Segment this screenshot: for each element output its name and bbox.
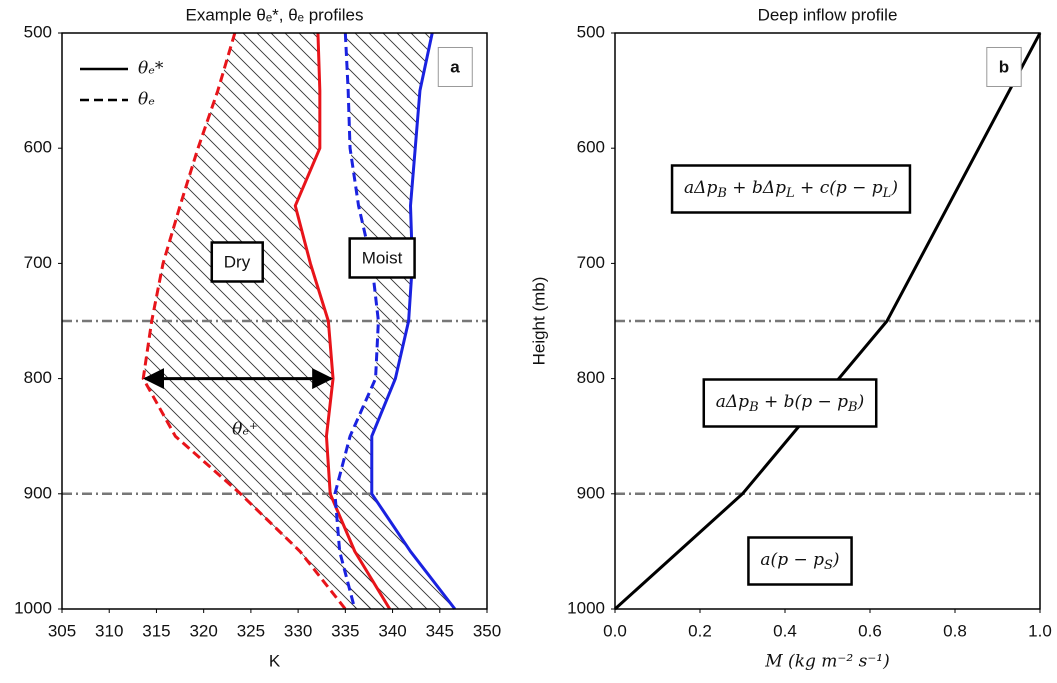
formula-subscript: B (748, 400, 759, 415)
x-tick-label: 310 (95, 621, 123, 640)
y-tick-label: 500 (24, 22, 52, 41)
formula: a(p − pS) (760, 550, 839, 573)
formula-subscript: B (847, 400, 858, 415)
label-box (348, 237, 416, 279)
formula-text: + c(p − p (795, 178, 883, 198)
formula-text: ) (857, 392, 865, 412)
y-tick-label: 900 (24, 483, 52, 502)
formula-text: + bΔp (727, 178, 786, 198)
y-tick-label: 1000 (14, 598, 52, 617)
x-tick-label: 315 (142, 621, 170, 640)
region-label: Dry (224, 252, 251, 271)
x-tick-label: 0.2 (688, 621, 712, 640)
x-tick-label: 340 (378, 621, 406, 640)
legend-label: θₑ (138, 90, 155, 110)
formula-text: ) (890, 178, 898, 198)
formula-text: aΔp (716, 392, 749, 412)
x-tick-label: 0.4 (773, 621, 797, 640)
x-axis-label: K (269, 651, 281, 670)
x-tick-label: 325 (237, 621, 265, 640)
profile-line (141, 32, 347, 610)
panel-label-box (437, 46, 473, 87)
y-tick-label: 800 (24, 368, 52, 387)
label-box (702, 378, 878, 428)
label-box (210, 241, 264, 283)
x-tick-label: 350 (473, 621, 501, 640)
profile-line (333, 32, 380, 610)
x-tick-label: 305 (48, 621, 76, 640)
formula-text: ) (832, 550, 840, 570)
x-tick-label: 0.6 (858, 621, 882, 640)
label-box (670, 164, 912, 214)
formula-text: aΔp (684, 178, 717, 198)
x-tick-label: 335 (331, 621, 359, 640)
legend-label: θₑ* (138, 59, 164, 79)
x-tick-label: 0.0 (603, 621, 627, 640)
formula: aΔpB + bΔpL + c(p − pL) (684, 178, 898, 201)
y-tick-label: 500 (577, 22, 605, 41)
formula-subscript: S (824, 558, 833, 573)
formula-subscript: L (785, 186, 795, 201)
plot-frame (614, 32, 1041, 610)
x-tick-label: 345 (426, 621, 454, 640)
hatched-area (334, 33, 455, 609)
formula-subscript: L (882, 186, 892, 201)
panel-title: Deep inflow profile (758, 5, 898, 24)
annotation: θₑ⁺ (232, 420, 258, 440)
label-box (747, 536, 853, 586)
panel-label-box (986, 46, 1022, 87)
x-tick-label: 320 (189, 621, 217, 640)
y-tick-label: 900 (577, 483, 605, 502)
formula-subscript: B (716, 186, 727, 201)
panel-title: Example θₑ*, θₑ profiles (186, 5, 364, 24)
profile-line (293, 32, 392, 610)
profile-line (370, 32, 457, 610)
y-tick-label: 600 (24, 138, 52, 157)
formula-text: a(p − p (760, 550, 824, 570)
panel-label: a (450, 57, 460, 76)
x-axis-label: M (kg m⁻² s⁻¹) (764, 652, 890, 672)
y-tick-label: 600 (577, 138, 605, 157)
x-tick-label: 0.8 (943, 621, 967, 640)
x-tick-label: 330 (284, 621, 312, 640)
y-tick-label: 700 (24, 253, 52, 272)
formula-text: + b(p − p (759, 392, 849, 412)
plot-frame (61, 32, 488, 610)
y-axis-label: Height (mb) (529, 277, 548, 366)
y-tick-label: 1000 (567, 598, 605, 617)
y-tick-label: 700 (577, 253, 605, 272)
region-label: Moist (362, 248, 403, 267)
y-tick-label: 800 (577, 368, 605, 387)
formula: aΔpB + b(p − pB) (716, 392, 864, 415)
x-tick-label: 1.0 (1028, 621, 1052, 640)
panel-label: b (999, 57, 1009, 76)
